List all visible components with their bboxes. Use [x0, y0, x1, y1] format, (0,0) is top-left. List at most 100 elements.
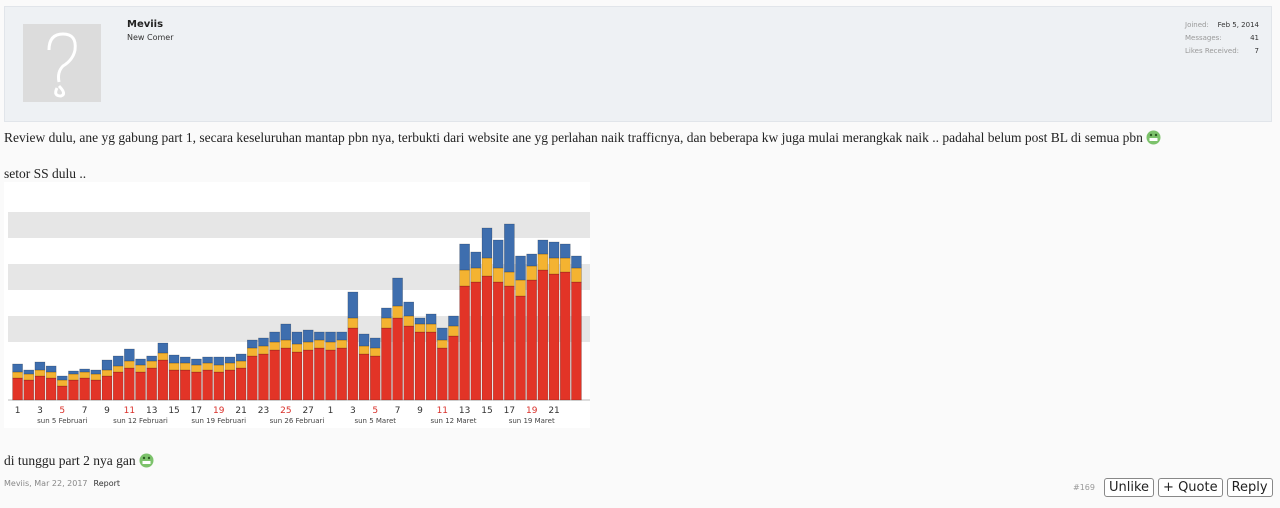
bar-segment — [336, 331, 347, 341]
bar-segment — [112, 355, 124, 367]
bar-segment — [112, 365, 124, 373]
x-tick-label: 19 — [526, 406, 538, 416]
week-label: sun 5 Maret — [354, 417, 396, 425]
bar-segment — [492, 239, 504, 269]
bar-segment — [548, 241, 560, 259]
week-label: sun 26 Februari — [270, 417, 325, 425]
x-tick-label: 11 — [437, 406, 448, 416]
bar-segment — [45, 371, 57, 379]
bar-segment — [515, 295, 526, 401]
bar-segment — [247, 355, 258, 401]
bar-segment — [358, 345, 370, 355]
stat-value: Feb 5, 2014 — [1217, 21, 1259, 29]
emoji — [139, 453, 154, 468]
stat-label: Likes Received: — [1185, 47, 1240, 55]
bar-segment — [258, 353, 269, 401]
action-button[interactable]: Unlike — [1104, 478, 1155, 497]
bar-segment — [45, 365, 57, 373]
bar-segment — [247, 347, 258, 357]
bar-segment — [146, 367, 157, 401]
x-tick-label: 17 — [191, 406, 202, 416]
bar-segment — [280, 339, 292, 349]
bar-segment — [559, 257, 571, 273]
bar-segment — [526, 265, 537, 281]
x-tick-label: 5 — [372, 406, 378, 416]
action-button[interactable]: + Quote — [1158, 478, 1223, 497]
bar-segment — [358, 353, 370, 401]
bar-segment — [437, 347, 448, 401]
bar-segment — [548, 257, 560, 275]
x-tick-label: 9 — [417, 406, 423, 416]
report-link[interactable]: Report — [93, 479, 121, 488]
bar-segment — [302, 329, 314, 343]
bar-segment — [168, 354, 180, 364]
bar-segment — [124, 367, 135, 401]
bar-segment — [470, 251, 482, 269]
bar-segment — [269, 341, 280, 351]
bar-segment — [235, 360, 247, 369]
author-date[interactable]: Meviis, Mar 22, 2017 — [4, 479, 88, 488]
bar-segment — [101, 369, 113, 377]
bar-segment — [202, 369, 213, 401]
text: Review dulu, ane yg gabung part 1, secar… — [4, 130, 1143, 145]
bar-segment — [392, 317, 403, 401]
bar-segment — [135, 364, 146, 373]
username[interactable]: Meviis — [127, 19, 164, 30]
x-tick-label: 15 — [168, 406, 179, 416]
bar-segment — [57, 379, 68, 387]
user-card: Meviis New Comer Joined: Feb 5, 2014 Messa… — [4, 6, 1272, 122]
bar-segment — [34, 369, 46, 377]
paragraph: Review dulu, ane yg gabung part 1, secar… — [4, 130, 1161, 146]
week-label: sun 19 Februari — [191, 417, 246, 425]
bar-segment — [258, 337, 269, 347]
post-number[interactable]: #169 — [1073, 483, 1095, 492]
bar-segment — [269, 349, 280, 401]
bar-segment — [57, 385, 68, 401]
bar-segment — [559, 243, 571, 259]
user-stats: Joined: Feb 5, 2014 Messages: 41 Likes Recei… — [1185, 21, 1259, 60]
bar-segment — [34, 375, 46, 401]
stat-label: Joined: — [1185, 21, 1209, 29]
x-tick-label: 23 — [258, 406, 269, 416]
bar-segment — [101, 375, 113, 401]
bar-segment — [124, 348, 135, 362]
bar-segment — [157, 352, 169, 361]
bar-segment — [79, 371, 90, 379]
bar-segment — [437, 339, 448, 349]
bar-segment — [403, 301, 415, 317]
emoji — [1146, 130, 1161, 145]
bar-segment — [347, 291, 359, 319]
bar-segment — [571, 255, 582, 269]
x-tick-label: 7 — [395, 406, 401, 416]
bar-segment — [369, 355, 381, 401]
bar-segment — [68, 379, 79, 401]
action-button[interactable]: Reply — [1226, 478, 1273, 497]
bar-segment — [247, 339, 258, 349]
bar-segment — [559, 271, 571, 401]
bar-segment — [68, 373, 79, 381]
bar-segment — [146, 355, 157, 362]
bar-segment — [537, 253, 549, 271]
bar-segment — [481, 257, 493, 277]
bar-segment — [224, 356, 236, 364]
stat-row: Likes Received: 7 — [1185, 47, 1259, 60]
bar-segment — [146, 360, 157, 369]
week-label: sun 19 Maret — [509, 417, 555, 425]
bar-segment — [403, 325, 415, 401]
x-tick-label: 15 — [481, 406, 492, 416]
bar-segment — [403, 315, 415, 327]
bar-segment — [515, 255, 526, 281]
bar-segment — [314, 331, 325, 341]
bar-segment — [12, 363, 23, 373]
bar-segment — [515, 279, 526, 297]
x-tick-label: 11 — [124, 406, 135, 416]
bar-segment — [124, 360, 135, 369]
bar-segment — [492, 281, 504, 401]
stat-label: Messages: — [1185, 34, 1222, 42]
bar-segment — [235, 367, 247, 401]
bar-segment — [459, 269, 470, 287]
week-label: sun 5 Februari — [37, 417, 87, 425]
bar-segment — [504, 223, 515, 273]
avatar[interactable] — [23, 24, 101, 102]
bar-segment — [90, 379, 102, 401]
